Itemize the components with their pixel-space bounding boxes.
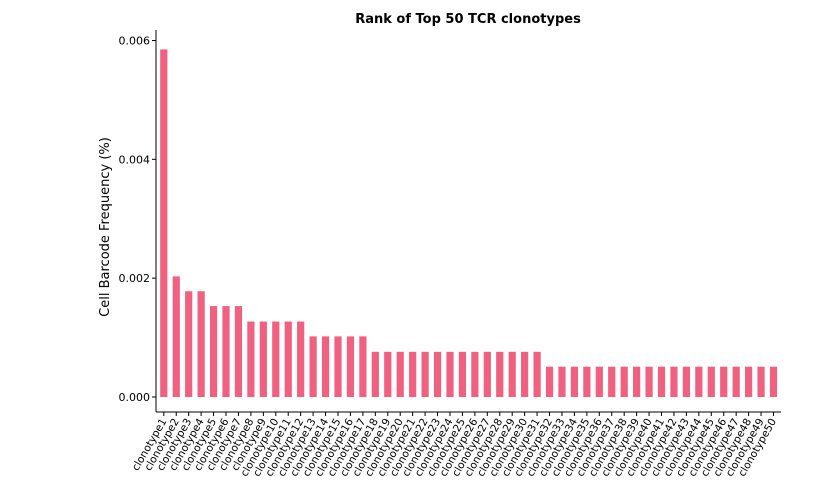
bar [247,321,255,397]
bar [234,306,243,397]
bar [433,351,442,397]
bar [209,306,218,397]
bar [259,321,267,397]
bar [185,291,193,397]
bar [608,366,616,397]
bar [309,336,317,397]
bar [197,291,205,397]
bar [458,351,467,397]
bar [409,351,417,397]
chart-title: Rank of Top 50 TCR clonotypes [355,12,581,27]
bar [446,351,454,397]
bar [334,336,342,397]
x-ticks: clonotype1clonotype2clonotype3clonotype4… [130,412,779,479]
bar [645,366,653,397]
y-ticks: 0.000 0.002 0.004 0.006 [119,35,156,404]
bar [371,351,379,397]
bar [496,351,504,397]
bar [172,276,180,397]
bar [297,321,305,397]
y-axis-label: Cell Barcode Frequency (%) [98,137,113,317]
bar [583,366,591,397]
y-tick-label: 0.006 [119,35,151,48]
bar [471,351,479,397]
y-tick-label: 0.000 [119,391,151,404]
bar [657,366,666,397]
bar [545,366,554,397]
y-tick-label: 0.002 [119,272,151,285]
bar [757,366,765,397]
y-tick-label: 0.004 [119,153,151,166]
bar [272,321,280,397]
bar [707,366,715,397]
bar [682,366,690,397]
bar [533,351,541,397]
bar [508,351,516,397]
bar [483,351,491,397]
bar [620,366,628,397]
bar [160,49,168,397]
bar [670,366,678,397]
bar [732,366,740,397]
bar [359,336,367,397]
bar [321,336,330,397]
bar [633,366,641,397]
bar [284,321,292,397]
bar [396,351,404,397]
bar [346,336,355,397]
bar [222,306,230,397]
bar [384,351,392,397]
bar [695,366,703,397]
bar [521,351,529,397]
bar [421,351,429,397]
bar [769,366,778,397]
bar [745,366,753,397]
bar [558,366,566,397]
bars [160,49,778,397]
bar [570,366,579,397]
bar [720,366,728,397]
bar [595,366,603,397]
